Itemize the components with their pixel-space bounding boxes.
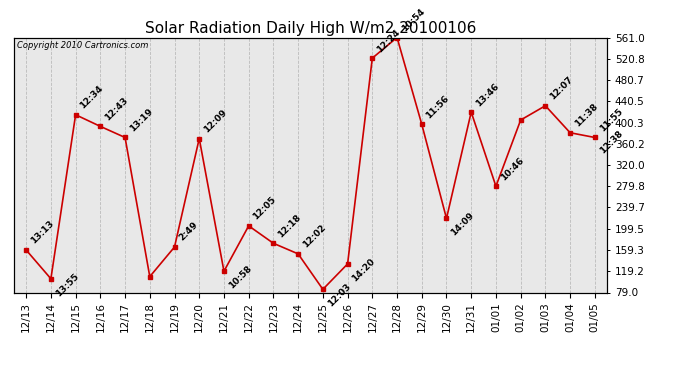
Text: 11:56: 11:56 [424, 93, 451, 120]
Text: 12:38: 12:38 [598, 129, 624, 156]
Text: 13:13: 13:13 [29, 219, 56, 246]
Title: Solar Radiation Daily High W/m2 20100106: Solar Radiation Daily High W/m2 20100106 [145, 21, 476, 36]
Text: 12:09: 12:09 [202, 108, 228, 134]
Text: 12:34: 12:34 [79, 84, 105, 111]
Text: 11:38: 11:38 [573, 102, 600, 129]
Text: 12:43: 12:43 [103, 96, 130, 122]
Text: 12:24: 12:24 [375, 27, 402, 54]
Text: 11:55: 11:55 [598, 107, 624, 134]
Text: 10:46: 10:46 [499, 156, 525, 182]
Text: 13:46: 13:46 [474, 81, 501, 108]
Text: 10:54: 10:54 [400, 7, 426, 33]
Text: Copyright 2010 Cartronics.com: Copyright 2010 Cartronics.com [17, 41, 148, 50]
Text: 13:55: 13:55 [54, 272, 80, 298]
Text: 12:18: 12:18 [276, 213, 303, 239]
Text: 12:03: 12:03 [326, 282, 352, 309]
Text: 13:19: 13:19 [128, 106, 155, 134]
Text: 14:09: 14:09 [449, 211, 476, 238]
Text: 14:20: 14:20 [351, 257, 377, 284]
Text: 12:02: 12:02 [301, 223, 328, 250]
Text: 10:58: 10:58 [227, 264, 253, 291]
Text: 12:07: 12:07 [548, 75, 575, 102]
Text: 2:49: 2:49 [177, 220, 199, 243]
Text: 12:05: 12:05 [251, 195, 278, 222]
